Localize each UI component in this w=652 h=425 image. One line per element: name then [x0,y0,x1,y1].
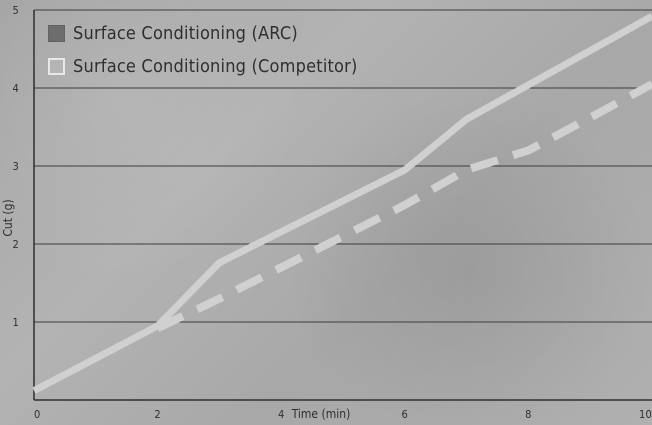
y-axis-label: Cut (g) [1,199,15,236]
series-line-competitor [155,80,652,332]
legend-swatch-competitor [48,57,65,75]
legend-label-arc: Surface Conditioning (ARC) [73,22,298,44]
legend-swatch-arc [48,24,65,42]
legend-item-competitor: Surface Conditioning (Competitor) [48,55,358,77]
series-line-arc [32,13,652,394]
legend-label-competitor: Surface Conditioning (Competitor) [73,55,358,77]
x-tick-label-3: 6 [402,408,409,421]
axis-group: 1 2 3 4 5 0 2 4 6 8 10 Time (min) Cut (g) [1,4,652,421]
chart-legend: Surface Conditioning (ARC) Surface Condi… [48,23,358,89]
y-tick-label-3: 4 [13,82,20,95]
x-tick-label-4: 8 [525,408,532,421]
x-tick-label-2: 4 [278,408,285,421]
x-axis-label: Time (min) [291,407,351,421]
x-tick-label-5: 10 [639,408,652,421]
legend-item-arc: Surface Conditioning (ARC) [48,22,358,44]
y-tick-label-4: 5 [13,4,20,17]
x-tick-label-0: 0 [34,408,41,421]
y-tick-label-0: 1 [13,316,20,329]
x-tick-label-1: 2 [154,408,161,421]
y-tick-label-1: 2 [13,238,20,251]
gridline-group [34,9,652,323]
series-group [32,13,652,394]
y-tick-label-2: 3 [13,160,20,173]
